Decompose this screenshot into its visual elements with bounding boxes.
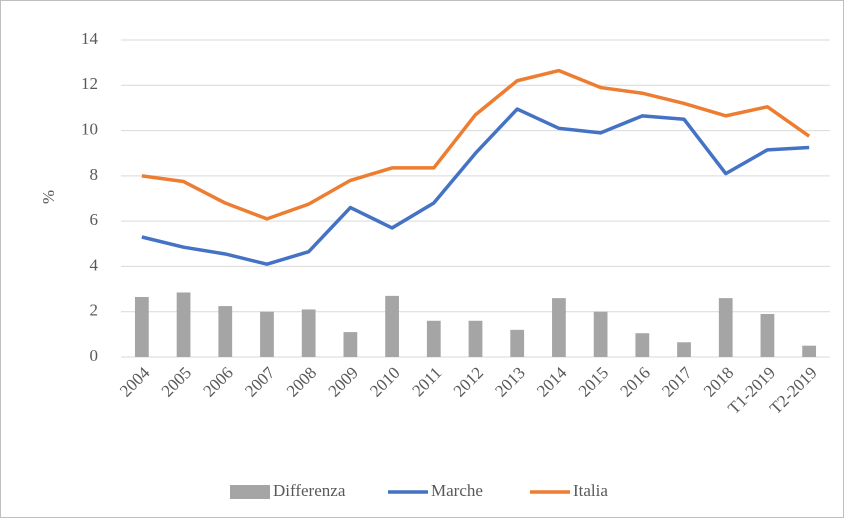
legend-label: Italia bbox=[573, 481, 608, 500]
bar bbox=[260, 311, 274, 357]
bar bbox=[593, 311, 608, 357]
bar bbox=[718, 298, 733, 357]
bar bbox=[426, 320, 441, 357]
y-tick-label: 10 bbox=[81, 119, 98, 138]
bar bbox=[468, 320, 483, 357]
bar bbox=[677, 342, 691, 357]
bar bbox=[301, 309, 316, 357]
y-axis-label: % bbox=[39, 190, 58, 204]
bar bbox=[552, 298, 566, 357]
bar bbox=[176, 292, 191, 357]
y-tick-label: 2 bbox=[90, 301, 99, 320]
legend-label: Differenza bbox=[273, 481, 346, 500]
bar bbox=[343, 332, 358, 357]
y-tick-label: 4 bbox=[90, 255, 99, 274]
bar bbox=[760, 313, 775, 357]
y-tick-label: 14 bbox=[81, 29, 99, 48]
bar bbox=[802, 345, 817, 357]
bar bbox=[134, 296, 149, 357]
y-tick-label: 8 bbox=[90, 165, 99, 184]
y-tick-label: 0 bbox=[90, 346, 99, 365]
y-tick-label: 6 bbox=[90, 210, 99, 229]
bar bbox=[385, 295, 399, 357]
bar bbox=[635, 333, 650, 357]
y-tick-label: 12 bbox=[81, 74, 98, 93]
line bbox=[141, 68, 811, 221]
line bbox=[141, 107, 810, 266]
legend-label: Marche bbox=[431, 481, 483, 500]
bar bbox=[510, 329, 525, 357]
legend-swatch bbox=[230, 485, 270, 499]
bar bbox=[218, 306, 233, 357]
